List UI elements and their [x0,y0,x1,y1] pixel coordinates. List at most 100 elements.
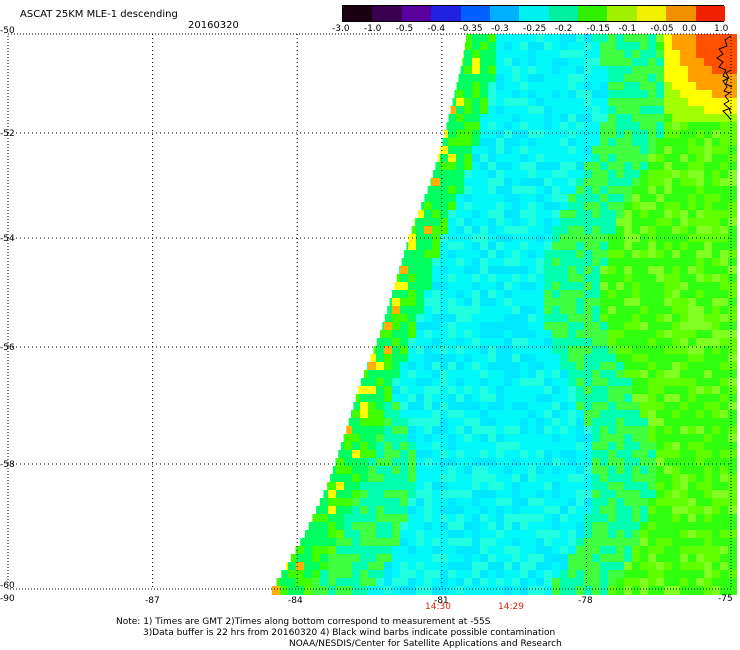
swath-cell [424,194,433,203]
swath-cell [600,122,609,131]
swath-cell [664,410,673,419]
swath-cell [448,290,457,299]
colorbar-label: -0.3 [491,24,509,34]
swath-cell [392,458,401,467]
swath-cell [616,178,625,187]
swath-cell [632,282,641,291]
swath-cell [352,490,361,499]
swath-cell [440,402,449,411]
swath-cell [480,370,489,379]
swath-cell [688,410,697,419]
swath-cell [656,458,665,467]
swath-cell [552,354,561,363]
swath-cell [480,338,489,347]
swath-cell [544,394,553,403]
swath-cell [520,210,529,219]
swath-cell [408,242,417,251]
swath-cell [360,586,369,595]
swath-cell [608,306,617,315]
swath-cell [592,98,601,107]
swath-cell [712,314,721,323]
swath-cell [432,562,441,571]
swath-cell [656,362,665,371]
colorbar-label: -0.35 [459,24,483,34]
swath-cell [480,362,489,371]
swath-cell [648,426,657,435]
swath-cell [624,442,633,451]
swath-cell [728,282,737,291]
swath-cell [728,354,737,363]
swath-cell [432,546,441,555]
swath-cell [696,434,705,443]
swath-cell [528,194,537,203]
swath-cell [704,426,713,435]
swath-cell [496,226,505,235]
swath-cell [376,578,385,587]
swath-cell [688,434,697,443]
swath-cell [464,586,473,595]
swath-cell [704,210,713,219]
swath-cell [416,274,425,283]
swath-cell [560,330,569,339]
swath-cell [688,210,697,219]
swath-cell [520,306,529,315]
swath-cell [664,442,673,451]
swath-cell [480,266,489,275]
swath-cell [504,210,513,219]
swath-cell [472,130,481,139]
swath-cell [712,338,721,347]
swath-cell [456,530,465,539]
swath-cell [496,514,505,523]
swath-cell [640,170,649,179]
swath-cell [600,450,609,459]
swath-cell [672,226,681,235]
swath-cell [432,586,441,595]
swath-cell [712,218,721,227]
swath-cell [592,194,601,203]
swath-cell [568,506,577,515]
swath-cell [680,170,689,179]
swath-cell [688,250,697,259]
swath-cell [536,570,545,579]
swath-cell [712,554,721,563]
swath-cell [664,274,673,283]
swath-cell [520,546,529,555]
swath-cell [696,154,705,163]
swath-cell [704,58,713,67]
swath-cell [344,474,353,483]
swath-cell [528,74,537,83]
swath-cell [672,434,681,443]
swath-cell [640,82,649,91]
swath-cell [408,410,417,419]
swath-cell [344,490,353,499]
swath-cell [520,442,529,451]
swath-cell [384,578,393,587]
swath-cell [512,346,521,355]
swath-cell [488,434,497,443]
colorbar-label: -1.0 [363,24,382,34]
swath-cell [368,418,377,427]
swath-cell [584,522,593,531]
swath-cell [712,154,721,163]
swath-cell [688,402,697,411]
swath-cell [720,258,729,267]
swath-cell [640,338,649,347]
swath-cell [688,274,697,283]
swath-cell [552,538,561,547]
swath-cell [616,226,625,235]
swath-cell [352,546,361,555]
swath-cell [648,290,657,299]
swath-cell [624,530,633,539]
swath-cell [584,562,593,571]
swath-cell [488,210,497,219]
swath-cell [480,330,489,339]
swath-cell [712,290,721,299]
swath-cell [672,378,681,387]
swath-cell [704,282,713,291]
swath-cell [464,282,473,291]
swath-cell [600,90,609,99]
swath-cell [616,314,625,323]
swath-cell [364,370,369,379]
swath-cell [616,162,625,171]
swath-cell [392,370,401,379]
